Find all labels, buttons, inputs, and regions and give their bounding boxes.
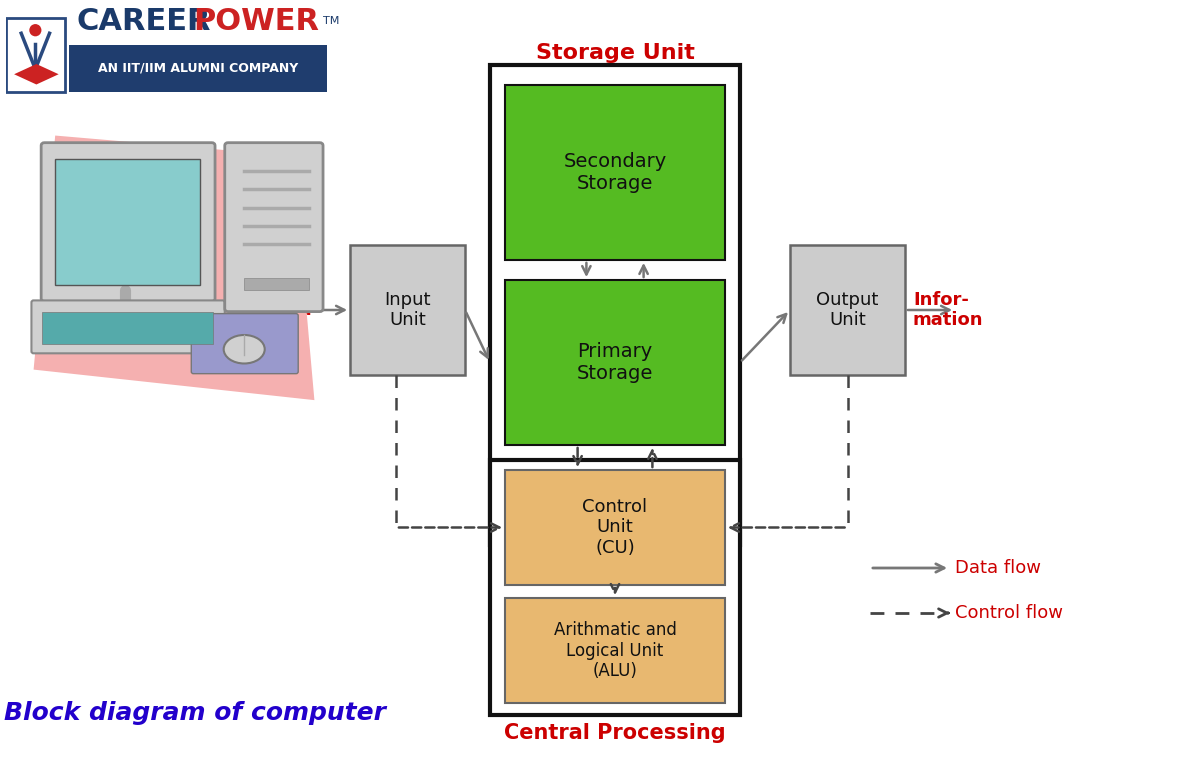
FancyBboxPatch shape [55,159,200,285]
Text: Central Processing: Central Processing [504,723,726,743]
Text: Control flow: Control flow [955,604,1063,622]
Bar [790,245,905,375]
Bar [490,460,740,715]
Text: Control
Unit
(CU): Control Unit (CU) [582,498,648,558]
Text: Block diagram of computer: Block diagram of computer [4,701,386,725]
Bar [490,65,740,545]
Circle shape [29,24,42,36]
Bar [505,598,725,703]
FancyBboxPatch shape [191,313,299,374]
Bar [42,312,212,344]
Text: Primary
Storage: Primary Storage [577,342,653,383]
Text: POWER: POWER [193,8,319,36]
Text: Storage Unit: Storage Unit [535,43,695,63]
Text: Arithmatic and
Logical Unit
(ALU): Arithmatic and Logical Unit (ALU) [553,621,677,680]
Text: Input
Unit: Input Unit [384,290,431,329]
Text: Data: Data [264,301,312,319]
Text: TM: TM [323,16,340,26]
Text: CAREER: CAREER [77,8,211,36]
Text: Data flow: Data flow [955,559,1042,577]
Text: AN IIT/IIM ALUMNI COMPANY: AN IIT/IIM ALUMNI COMPANY [98,61,299,74]
Text: Infor-
mation: Infor- mation [913,290,984,329]
Bar [68,45,326,91]
FancyBboxPatch shape [41,143,215,301]
Bar [245,278,310,290]
Text: Secondary
Storage: Secondary Storage [563,152,667,193]
FancyBboxPatch shape [224,143,323,312]
Bar [505,280,725,445]
Bar [505,85,725,260]
Bar [505,470,725,585]
FancyBboxPatch shape [31,300,224,353]
Polygon shape [14,64,59,84]
Bar [6,18,65,91]
Polygon shape [34,135,314,400]
Bar [350,245,466,375]
Ellipse shape [223,335,265,363]
Text: Output
Unit: Output Unit [816,290,878,329]
